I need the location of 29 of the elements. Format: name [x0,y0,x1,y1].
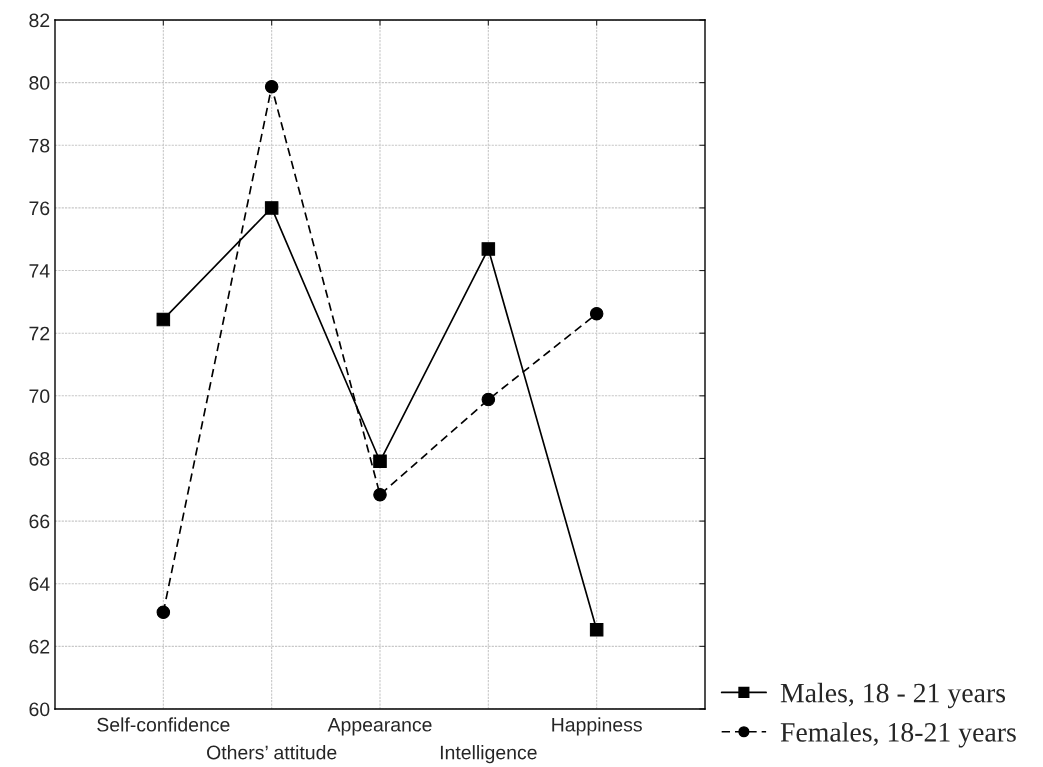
point [373,454,387,469]
x-tick-label: Others’ attitude [207,745,337,760]
y-tick-label: 64 [29,577,50,591]
y-tick-label: 80 [29,76,50,90]
y-tick-label: 82 [29,13,50,28]
y-tick-label: 74 [29,264,50,278]
x-tick-label: Appearance [327,718,432,736]
y-tick-label: 62 [29,639,50,654]
point [589,306,604,321]
x-tick-label: Happiness [552,717,642,736]
x-tick-label: Self-confidence [97,717,230,732]
y-tick-label: 60 [29,702,50,717]
point [156,605,171,619]
x-tick-label: Intelligence [440,745,537,764]
point [481,392,496,407]
y-tick-label: 70 [29,389,50,404]
point [589,623,604,637]
point [481,242,496,256]
point [156,312,171,327]
y-tick-label: 76 [29,201,50,216]
point [264,79,279,94]
y-tick-label: 78 [29,138,50,153]
point [373,488,387,502]
legend-label: Females, 18-21 years [780,722,1016,748]
y-tick-label: 68 [29,451,50,466]
legend-label: Males, 18 - 21 years [780,682,1006,709]
point [264,201,279,215]
y-tick-label: 72 [29,326,50,341]
y-tick-label: 66 [29,514,50,529]
